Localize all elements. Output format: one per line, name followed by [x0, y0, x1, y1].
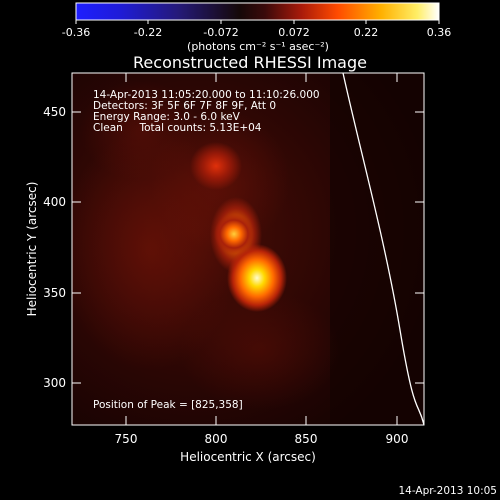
colorbar-tick-2: -0.072	[203, 26, 238, 39]
annotation-detectors: Detectors: 3F 5F 6F 7F 8F 9F, Att 0	[93, 100, 276, 112]
y-tick-label-350: 350	[43, 286, 66, 300]
y-axis-label: Heliocentric Y (arcsec)	[25, 182, 39, 317]
x-tick-label-850: 850	[295, 432, 318, 446]
colorbar-tick-3: 0.072	[278, 26, 310, 39]
x-tick-label-750: 750	[115, 432, 138, 446]
x-axis-ticks	[125, 73, 398, 425]
plot-frame	[71, 72, 425, 426]
annotation-time-range: 14-Apr-2013 11:05:20.000 to 11:10:26.000	[93, 89, 320, 101]
colorbar-tick-1: -0.22	[134, 26, 162, 39]
colorbar-ticks	[75, 20, 440, 24]
colorbar-tick-5: 0.36	[427, 26, 452, 39]
annotation-energy-range: Energy Range: 3.0 - 6.0 keV	[93, 111, 241, 123]
footer-timestamp: 14-Apr-2013 10:05	[398, 485, 497, 497]
colorbar-tick-0: -0.36	[62, 26, 90, 39]
y-axis-ticks	[72, 111, 424, 384]
x-tick-label-800: 800	[205, 432, 228, 446]
emission-source-top	[190, 142, 242, 190]
x-axis-label: Heliocentric X (arcsec)	[180, 450, 316, 464]
annotation-clean-counts: Clean Total counts: 5.13E+04	[93, 122, 262, 134]
annotation-peak-position: Position of Peak = [825,358]	[93, 399, 243, 411]
y-tick-label-400: 400	[43, 195, 66, 209]
colorbar	[75, 2, 440, 21]
plot-title: Reconstructed RHESSI Image	[133, 53, 367, 72]
y-tick-label-300: 300	[43, 376, 66, 390]
solar-limb-line	[342, 73, 424, 425]
x-tick-label-900: 900	[386, 432, 409, 446]
colorbar-unit-label: (photons cm⁻² s⁻¹ asec⁻²)	[187, 40, 329, 53]
colorbar-tick-4: 0.22	[354, 26, 379, 39]
rhessi-image	[72, 73, 424, 425]
emission-source-peak	[227, 244, 287, 312]
y-tick-label-450: 450	[43, 105, 66, 119]
emission-source-middle	[214, 214, 254, 254]
